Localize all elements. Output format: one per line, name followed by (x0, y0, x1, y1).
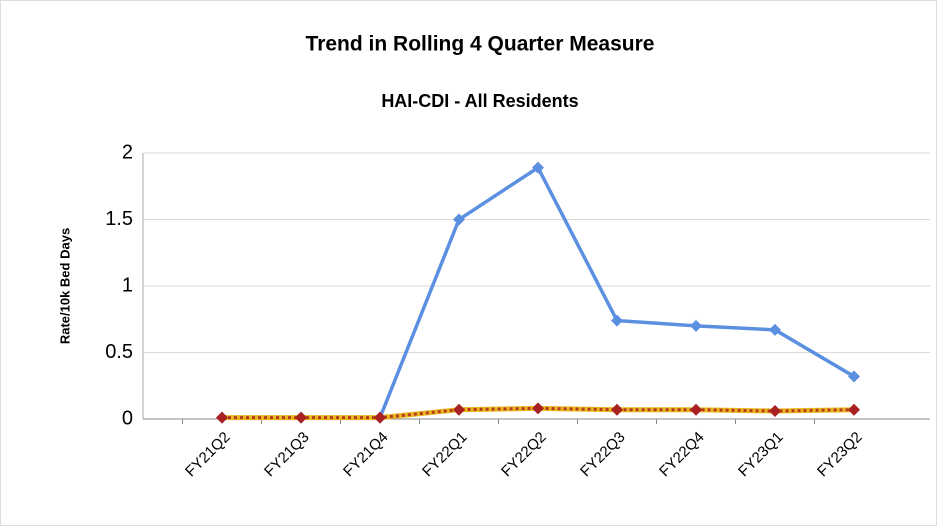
y-axis-label: Rate/10k Bed Days (57, 228, 72, 344)
marker (532, 161, 544, 174)
y-tick-label: 2 (122, 141, 133, 163)
marker (453, 213, 465, 226)
y-tick-label: 1 (122, 274, 133, 296)
y-tick-label: 0.5 (105, 341, 133, 363)
marker (690, 403, 702, 416)
marker (690, 319, 702, 332)
y-tick-label: 1.5 (105, 208, 133, 230)
chart-title: Trend in Rolling 4 Quarter Measure (306, 33, 655, 56)
marker (769, 323, 781, 336)
marker (611, 314, 623, 327)
marker (295, 411, 307, 424)
marker (216, 411, 228, 424)
marker (453, 403, 465, 416)
marker (848, 370, 860, 383)
marker (374, 411, 386, 424)
marker (848, 403, 860, 416)
marker (611, 403, 623, 416)
marker (532, 402, 544, 415)
marker (769, 405, 781, 418)
chart-subtitle: HAI-CDI - All Residents (381, 91, 578, 111)
y-tick-label: 0 (122, 407, 133, 429)
